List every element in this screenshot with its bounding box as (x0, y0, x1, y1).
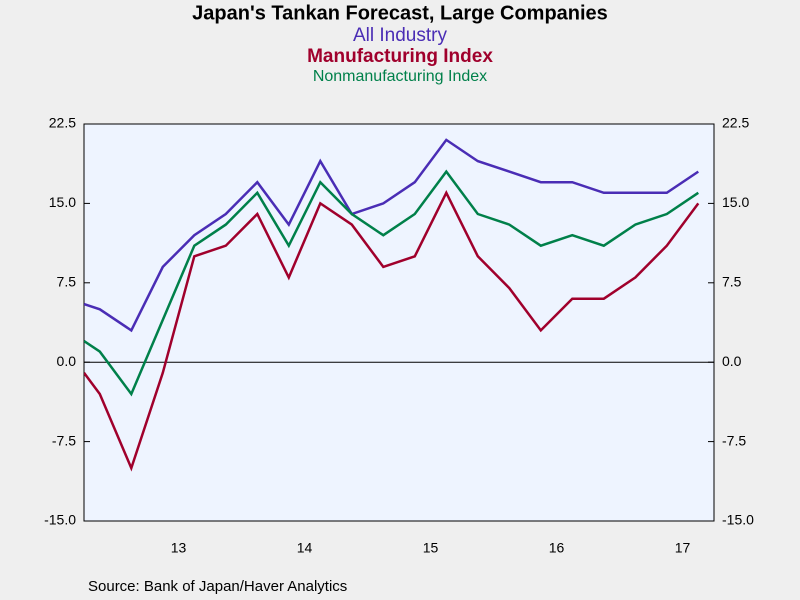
x-tick-label: 14 (297, 540, 313, 556)
y-tick-label: 7.5 (57, 274, 77, 290)
x-tick-label: 16 (549, 540, 565, 556)
plot-area (83, 123, 715, 522)
y2-tick-label: 15.0 (722, 194, 749, 210)
y-tick-label: 15.0 (49, 194, 76, 210)
x-tick-label: 13 (171, 540, 187, 556)
y-tick-label: -15.0 (44, 512, 76, 528)
series-line (84, 169, 699, 397)
x-tick-label: 15 (423, 540, 439, 556)
chart-title: Japan's Tankan Forecast, Large Companies (192, 2, 608, 24)
y-tick-label: 0.0 (57, 353, 77, 369)
y2-tick-label: 7.5 (722, 274, 742, 290)
y2-tick-label: -15.0 (722, 512, 754, 528)
x-tick-label: 17 (675, 540, 691, 556)
subtitle: All Industry (353, 25, 447, 46)
y2-tick-label: -7.5 (722, 432, 746, 448)
y-tick-label: -7.5 (52, 432, 76, 448)
y-tick-label: 22.5 (49, 115, 76, 131)
y2-tick-label: 22.5 (722, 115, 749, 131)
subtitle: Nonmanufacturing Index (313, 68, 487, 85)
series-line (84, 138, 699, 333)
source: Source: Bank of Japan/Haver Analytics (88, 578, 347, 595)
series-line (84, 189, 700, 472)
y2-tick-label: 0.0 (722, 353, 742, 369)
subtitle: Manufacturing Index (307, 46, 493, 67)
